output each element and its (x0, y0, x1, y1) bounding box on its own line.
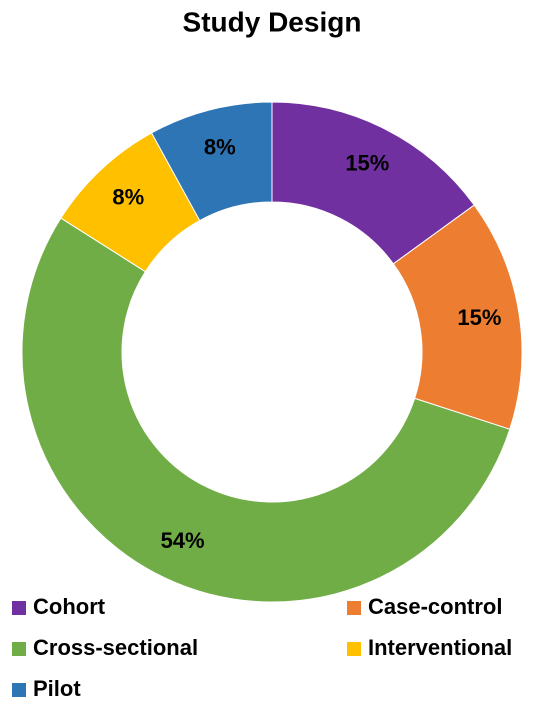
legend-label: Cohort (33, 594, 106, 619)
chart-title: Study Design (183, 6, 362, 37)
legend-label: Pilot (33, 676, 81, 701)
legend-swatch (347, 642, 361, 656)
donut-slice (150, 101, 273, 222)
data-label: 8% (204, 134, 236, 159)
legend-swatch (347, 601, 361, 615)
legend-label: Interventional (368, 635, 512, 660)
legend-swatch (12, 642, 26, 656)
legend-swatch (12, 683, 26, 697)
legend-label: Case-control (368, 594, 502, 619)
legend-label: Cross-sectional (33, 635, 198, 660)
data-label: 15% (345, 151, 389, 176)
data-label: 8% (112, 185, 144, 210)
data-label: 54% (161, 528, 205, 553)
data-label: 15% (457, 305, 501, 330)
legend-swatch (12, 601, 26, 615)
donut-slice (21, 217, 511, 603)
